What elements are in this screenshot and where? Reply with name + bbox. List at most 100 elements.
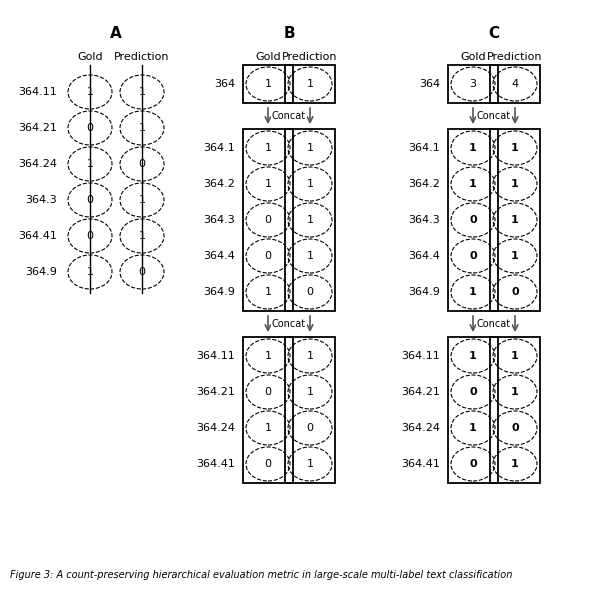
Text: 0: 0 (86, 231, 94, 241)
Bar (243, 337, 293, 483)
Text: Prediction: Prediction (282, 52, 338, 62)
Text: 364.2: 364.2 (408, 179, 440, 189)
Text: 364.21: 364.21 (401, 387, 440, 397)
Bar (285, 337, 335, 483)
Text: 0: 0 (264, 387, 272, 397)
Text: 1: 1 (306, 79, 314, 89)
Text: 364: 364 (214, 79, 235, 89)
Text: 1: 1 (469, 179, 477, 189)
Text: 364.11: 364.11 (401, 351, 440, 361)
Text: 0: 0 (139, 267, 145, 277)
Text: 1: 1 (264, 179, 272, 189)
Bar (490, 337, 540, 483)
Bar (448, 129, 498, 311)
Text: 0: 0 (306, 423, 314, 433)
Text: 1: 1 (511, 459, 519, 469)
Text: Concat: Concat (272, 319, 306, 329)
Text: 1: 1 (86, 87, 94, 97)
Text: C: C (488, 27, 500, 41)
Text: 1: 1 (264, 79, 272, 89)
Bar (490, 65, 540, 103)
Text: 1: 1 (511, 143, 519, 153)
Text: 3: 3 (469, 79, 477, 89)
Text: 1: 1 (86, 159, 94, 169)
Text: 0: 0 (511, 423, 519, 433)
Text: 1: 1 (469, 143, 477, 153)
Text: 1: 1 (469, 351, 477, 361)
Text: 0: 0 (469, 459, 477, 469)
Text: Gold: Gold (255, 52, 281, 62)
Text: 0: 0 (264, 251, 272, 261)
Text: 0: 0 (86, 123, 94, 133)
Text: Gold: Gold (460, 52, 486, 62)
Text: 0: 0 (469, 215, 477, 225)
Text: 0: 0 (139, 159, 145, 169)
Text: 364.11: 364.11 (18, 87, 57, 97)
Text: Prediction: Prediction (114, 52, 170, 62)
Text: 1: 1 (264, 287, 272, 297)
Text: 364.41: 364.41 (401, 459, 440, 469)
Text: 1: 1 (469, 287, 477, 297)
Text: 364.24: 364.24 (18, 159, 57, 169)
Bar (243, 65, 293, 103)
Text: 1: 1 (306, 215, 314, 225)
Text: 364.41: 364.41 (196, 459, 235, 469)
Bar (490, 129, 540, 311)
Text: 1: 1 (511, 179, 519, 189)
Text: 364.3: 364.3 (408, 215, 440, 225)
Text: 1: 1 (306, 143, 314, 153)
Text: 364.21: 364.21 (18, 123, 57, 133)
Text: 0: 0 (306, 287, 314, 297)
Text: 364.24: 364.24 (401, 423, 440, 433)
Bar (285, 65, 335, 103)
Text: 1: 1 (306, 351, 314, 361)
Text: B: B (283, 27, 295, 41)
Text: 364.11: 364.11 (196, 351, 235, 361)
Text: 364.24: 364.24 (196, 423, 235, 433)
Text: 1: 1 (511, 387, 519, 397)
Text: 1: 1 (264, 143, 272, 153)
Text: 1: 1 (306, 179, 314, 189)
Text: 1: 1 (306, 251, 314, 261)
Text: 0: 0 (469, 251, 477, 261)
Bar (448, 65, 498, 103)
Bar (243, 129, 293, 311)
Text: 364.3: 364.3 (26, 195, 57, 205)
Text: 4: 4 (511, 79, 519, 89)
Text: 364.21: 364.21 (196, 387, 235, 397)
Text: 1: 1 (86, 267, 94, 277)
Text: 1: 1 (264, 351, 272, 361)
Text: Prediction: Prediction (487, 52, 543, 62)
Text: 1: 1 (139, 123, 145, 133)
Text: Concat: Concat (477, 111, 511, 121)
Text: 364.4: 364.4 (203, 251, 235, 261)
Text: 1: 1 (511, 251, 519, 261)
Text: 0: 0 (86, 195, 94, 205)
Bar (285, 129, 335, 311)
Text: 1: 1 (511, 351, 519, 361)
Text: 364.1: 364.1 (408, 143, 440, 153)
Text: Concat: Concat (272, 111, 306, 121)
Text: 1: 1 (306, 387, 314, 397)
Text: 364.1: 364.1 (203, 143, 235, 153)
Text: Gold: Gold (77, 52, 103, 62)
Text: 1: 1 (511, 215, 519, 225)
Text: 0: 0 (511, 287, 519, 297)
Text: 1: 1 (139, 195, 145, 205)
Text: 0: 0 (264, 215, 272, 225)
Bar (448, 337, 498, 483)
Text: 364.3: 364.3 (203, 215, 235, 225)
Text: 1: 1 (306, 459, 314, 469)
Text: 364.9: 364.9 (203, 287, 235, 297)
Text: 1: 1 (264, 423, 272, 433)
Text: Figure 3: A count-preserving hierarchical evaluation metric in large-scale multi: Figure 3: A count-preserving hierarchica… (10, 570, 513, 580)
Text: 364.2: 364.2 (203, 179, 235, 189)
Text: 364.9: 364.9 (408, 287, 440, 297)
Text: 364.9: 364.9 (25, 267, 57, 277)
Text: 364.4: 364.4 (408, 251, 440, 261)
Text: 1: 1 (139, 231, 145, 241)
Text: A: A (110, 27, 122, 41)
Text: 0: 0 (264, 459, 272, 469)
Text: Concat: Concat (477, 319, 511, 329)
Text: 1: 1 (469, 423, 477, 433)
